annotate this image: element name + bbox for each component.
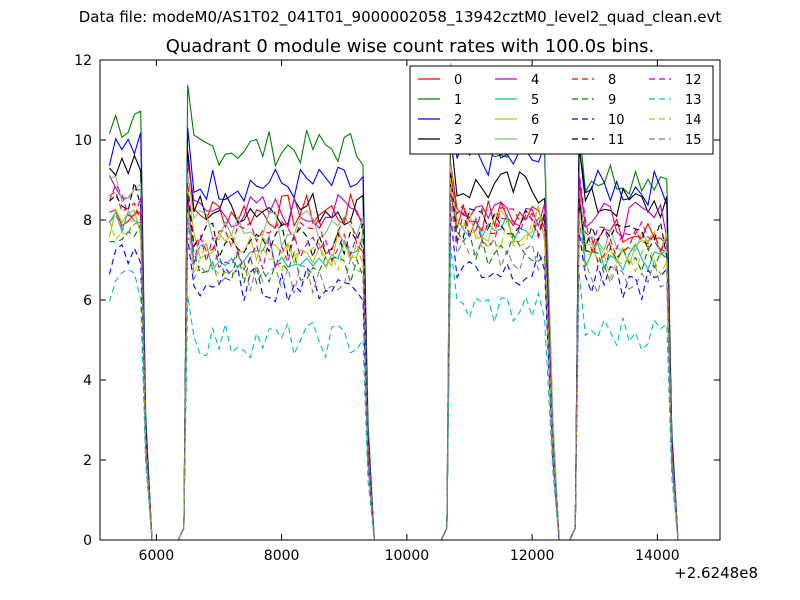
x-tick-label: 8000 <box>264 548 300 564</box>
legend-label-8: 8 <box>608 73 616 88</box>
y-tick-label: 2 <box>83 453 92 469</box>
legend-label-14: 14 <box>685 113 702 128</box>
legend-label-13: 13 <box>685 93 702 108</box>
y-tick-label: 10 <box>74 133 92 149</box>
legend-label-9: 9 <box>608 93 616 108</box>
legend-label-0: 0 <box>454 73 462 88</box>
y-tick-label: 8 <box>83 213 92 229</box>
y-tick-label: 12 <box>74 53 92 69</box>
figure-suptitle: Data file: modeM0/AS1T02_041T01_90000020… <box>78 8 722 26</box>
y-tick-label: 4 <box>83 373 92 389</box>
legend-label-1: 1 <box>454 93 462 108</box>
series-line-10 <box>108 215 679 541</box>
series-line-11 <box>109 172 679 541</box>
y-tick-label: 0 <box>83 533 92 549</box>
series-line-12 <box>108 173 679 541</box>
series-line-5 <box>108 178 679 541</box>
legend-label-3: 3 <box>454 133 462 148</box>
legend-label-4: 4 <box>531 73 539 88</box>
legend-label-7: 7 <box>531 133 539 148</box>
legend-label-11: 11 <box>608 133 625 148</box>
x-offset-label: +2.6248e8 <box>674 564 758 582</box>
chart-title: Quadrant 0 module wise count rates with … <box>165 36 655 57</box>
series-line-3 <box>108 134 679 541</box>
legend-label-2: 2 <box>454 113 462 128</box>
series-line-4 <box>108 161 679 541</box>
legend-label-12: 12 <box>685 73 702 88</box>
x-tick-label: 12000 <box>510 548 555 564</box>
series-line-14 <box>108 177 679 541</box>
y-tick-label: 6 <box>83 293 92 309</box>
legend-label-10: 10 <box>608 113 625 128</box>
series-line-2 <box>108 97 679 541</box>
legend-label-15: 15 <box>685 133 702 148</box>
plot-lines <box>108 63 679 541</box>
x-tick-label: 14000 <box>635 548 680 564</box>
legend-label-5: 5 <box>531 93 539 108</box>
series-line-8 <box>109 172 679 541</box>
legend-label-6: 6 <box>531 113 539 128</box>
x-tick-label: 6000 <box>139 548 175 564</box>
series-line-6 <box>108 165 679 541</box>
series-line-15 <box>108 199 679 541</box>
x-tick-label: 10000 <box>385 548 430 564</box>
series-line-13 <box>108 246 679 541</box>
